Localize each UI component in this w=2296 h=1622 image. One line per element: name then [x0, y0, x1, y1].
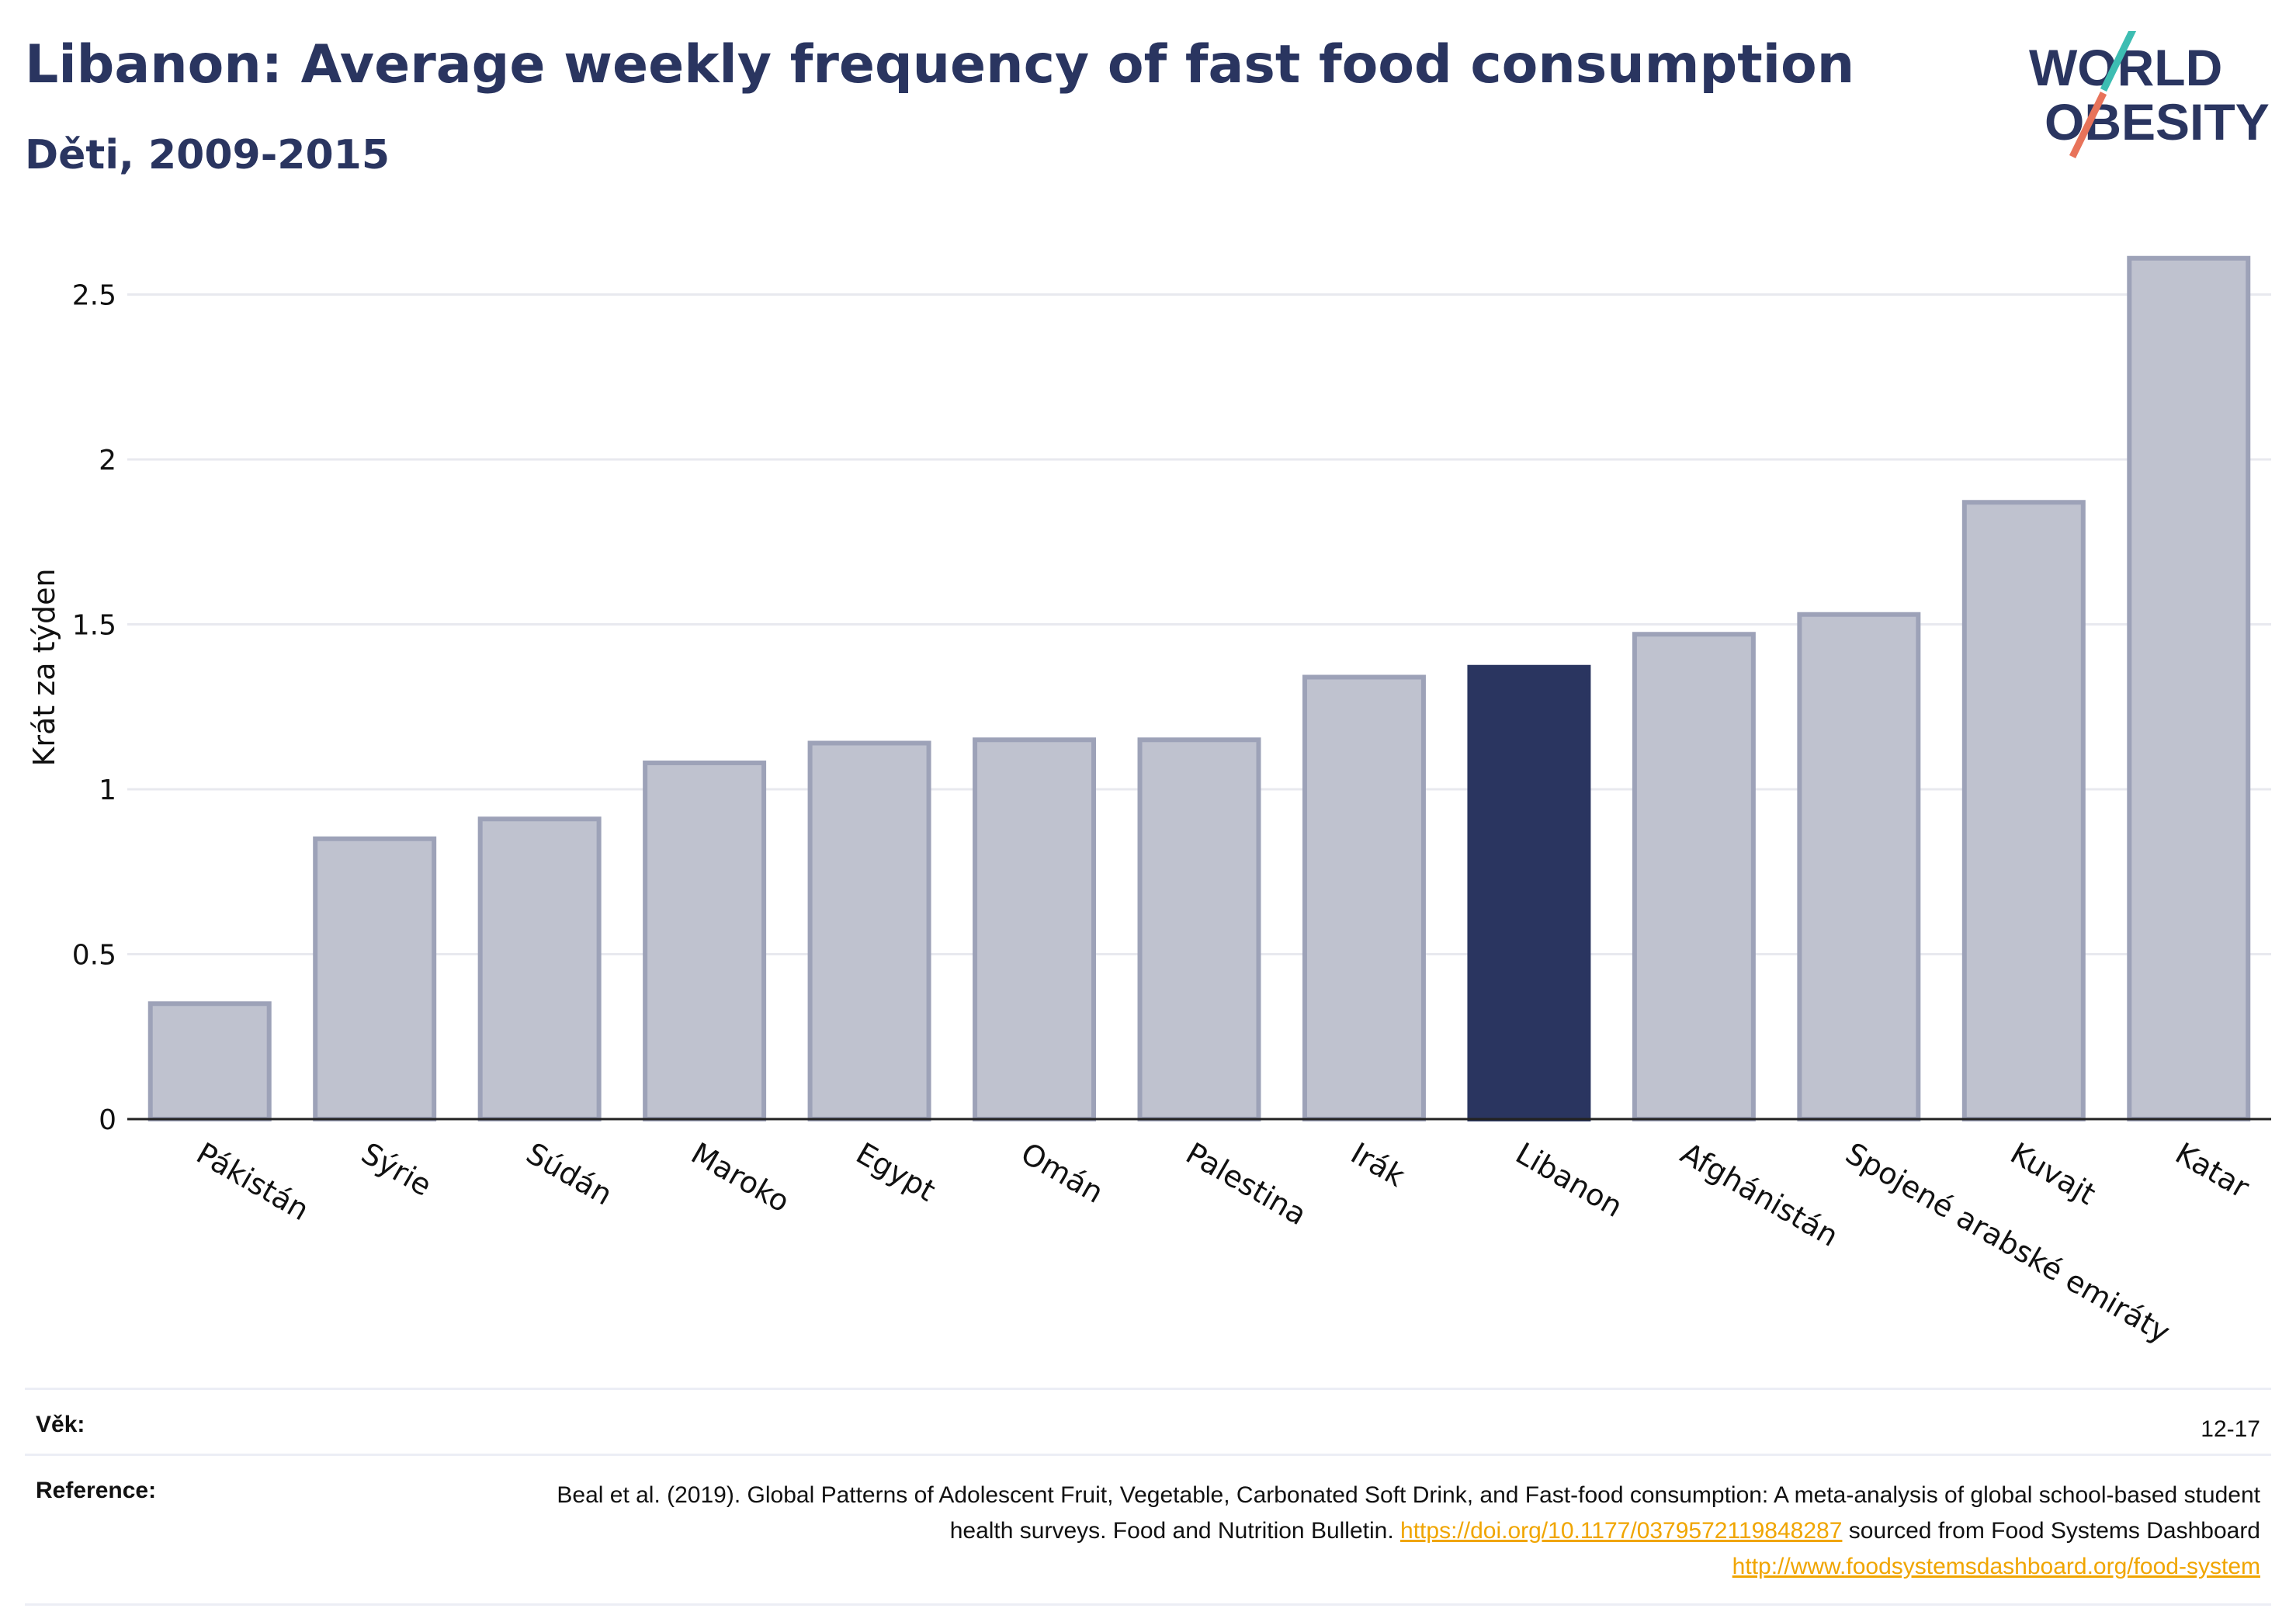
- bar-spojené-arabské-emiráty[interactable]: [1797, 612, 1921, 1121]
- bar-sýrie[interactable]: [313, 836, 437, 1121]
- y-axis-label: Krát za týden: [27, 568, 61, 766]
- x-tick-label: Súdán: [521, 1136, 619, 1212]
- x-tick-label: Omán: [1015, 1136, 1109, 1210]
- x-tick-label: Libanon: [1510, 1136, 1628, 1224]
- logo-slash-coral: [2069, 92, 2107, 158]
- logo-slash-teal: [2100, 31, 2137, 92]
- chart-subtitle: Děti, 2009-2015: [25, 132, 390, 178]
- bar-libanon[interactable]: [1467, 664, 1591, 1121]
- x-tick-label: Katar: [2169, 1136, 2255, 1205]
- reference-link-dashboard[interactable]: http://www.foodsystemsdashboard.org/food…: [1732, 1554, 2260, 1579]
- x-tick-label: Egypt: [851, 1136, 942, 1208]
- x-tick-label: Afghánistán: [1675, 1136, 1844, 1253]
- reference-value: Beal et al. (2019). Global Patterns of A…: [25, 1456, 2271, 1603]
- world-obesity-logo: WORLD OBESITY: [2029, 31, 2270, 158]
- bar-omán[interactable]: [973, 737, 1097, 1121]
- y-tick-label: 2.5: [72, 280, 116, 312]
- bar-maroko[interactable]: [643, 761, 767, 1121]
- reference-label: Reference:: [36, 1478, 157, 1503]
- y-tick-label: 1.5: [72, 610, 116, 642]
- y-tick-label: 0: [99, 1104, 116, 1136]
- age-label: Věk:: [36, 1412, 85, 1437]
- info-row-age: Věk: 12-17: [25, 1388, 2271, 1454]
- bars: [147, 255, 2251, 1121]
- x-tick-label: Spojené arabské emiráty: [1840, 1136, 2176, 1350]
- x-tick-label: Maroko: [685, 1136, 796, 1219]
- y-tick-label: 0.5: [72, 940, 116, 972]
- y-tick-label: 2: [99, 445, 116, 477]
- x-tick-label: Palestina: [1181, 1136, 1313, 1232]
- x-tick-labels: Pákistán Sýrie Súdán Maroko Egypt Omán Palesti…: [191, 1136, 2256, 1350]
- y-tick-labels: 0 0.5 1 1.5 2 2.5: [72, 280, 116, 1137]
- x-tick-label: Irák: [1345, 1136, 1410, 1194]
- info-table: Věk: 12-17 Reference: Beal et al. (2019)…: [25, 1388, 2271, 1606]
- x-tick-label: Pákistán: [191, 1136, 315, 1228]
- bar-egypt[interactable]: [807, 740, 931, 1121]
- bar-súdán[interactable]: [477, 816, 602, 1121]
- x-tick-label: Kuvajt: [2005, 1136, 2101, 1211]
- age-value: 12-17: [2201, 1416, 2260, 1442]
- bar-afghánistán[interactable]: [1632, 632, 1756, 1121]
- chart-title: Libanon: Average weekly frequency of fas…: [25, 34, 1855, 95]
- bar-pákistán[interactable]: [147, 1001, 272, 1121]
- bar-palestina[interactable]: [1137, 737, 1261, 1121]
- info-row-reference: Reference: Beal et al. (2019). Global Pa…: [25, 1454, 2271, 1606]
- bar-kuvajt[interactable]: [1961, 500, 2086, 1121]
- x-tick-label: Sýrie: [355, 1136, 437, 1203]
- bar-chart: 0 0.5 1 1.5 2 2.5 Pákistán Sýrie Súdán Maroko Egy…: [27, 255, 2271, 1350]
- reference-link-doi[interactable]: https://doi.org/10.1177/0379572119848287: [1400, 1518, 1843, 1544]
- y-tick-label: 1: [99, 775, 116, 806]
- reference-text-2: sourced from Food Systems Dashboard: [1848, 1518, 2260, 1544]
- reference-text-1: Beal et al. (2019). Global Patterns of A…: [557, 1482, 2260, 1544]
- bar-katar[interactable]: [2127, 255, 2251, 1121]
- bar-irák[interactable]: [1302, 674, 1426, 1121]
